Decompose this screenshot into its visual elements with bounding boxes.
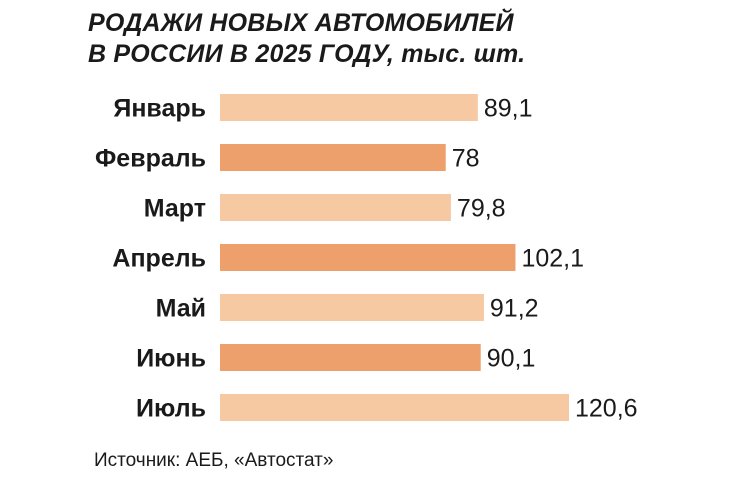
category-label-month-4: Апрель bbox=[112, 245, 206, 273]
category-label-month-2: Февраль bbox=[95, 145, 206, 173]
value-label-month-3: 79,8 bbox=[457, 195, 506, 223]
bar-month-6 bbox=[220, 344, 481, 371]
category-label-month-6: Июнь bbox=[136, 345, 206, 373]
bar-month-3 bbox=[220, 194, 451, 221]
value-label-month-2: 78 bbox=[452, 145, 480, 173]
bar-month-5 bbox=[220, 294, 484, 321]
category-label-month-1: Январь bbox=[113, 95, 206, 123]
bar-month-1 bbox=[220, 94, 478, 121]
bar-month-4 bbox=[220, 244, 516, 271]
bar-month-2 bbox=[220, 144, 446, 171]
category-label-month-5: Май bbox=[156, 295, 206, 323]
category-label-month-3: Март bbox=[144, 195, 206, 223]
bar-chart: Январь 89,1 Февраль 78 Март 79,8 Апрель 102,1 Ма… bbox=[95, 94, 638, 423]
value-label-month-6: 90,1 bbox=[487, 345, 536, 373]
chart-title: РОДАЖИ НОВЫХ АВТОМОБИЛЕЙ В РОССИИ В 2025 … bbox=[88, 8, 525, 70]
chart-title-line-1: РОДАЖИ НОВЫХ АВТОМОБИЛЕЙ bbox=[88, 9, 514, 37]
value-label-month-7: 120,6 bbox=[575, 395, 638, 423]
value-label-month-4: 102,1 bbox=[521, 245, 584, 273]
chart-title-line-2: В РОССИИ В 2025 ГОДУ, bbox=[88, 40, 395, 68]
chart-unit: тыс. шт. bbox=[401, 40, 526, 68]
category-label-month-7: Июль bbox=[136, 395, 206, 423]
source-note: Источник: АЕБ, «Автостат» bbox=[94, 450, 334, 471]
value-label-month-5: 91,2 bbox=[490, 295, 539, 323]
bar-month-7 bbox=[220, 394, 569, 421]
value-label-month-1: 89,1 bbox=[484, 95, 533, 123]
